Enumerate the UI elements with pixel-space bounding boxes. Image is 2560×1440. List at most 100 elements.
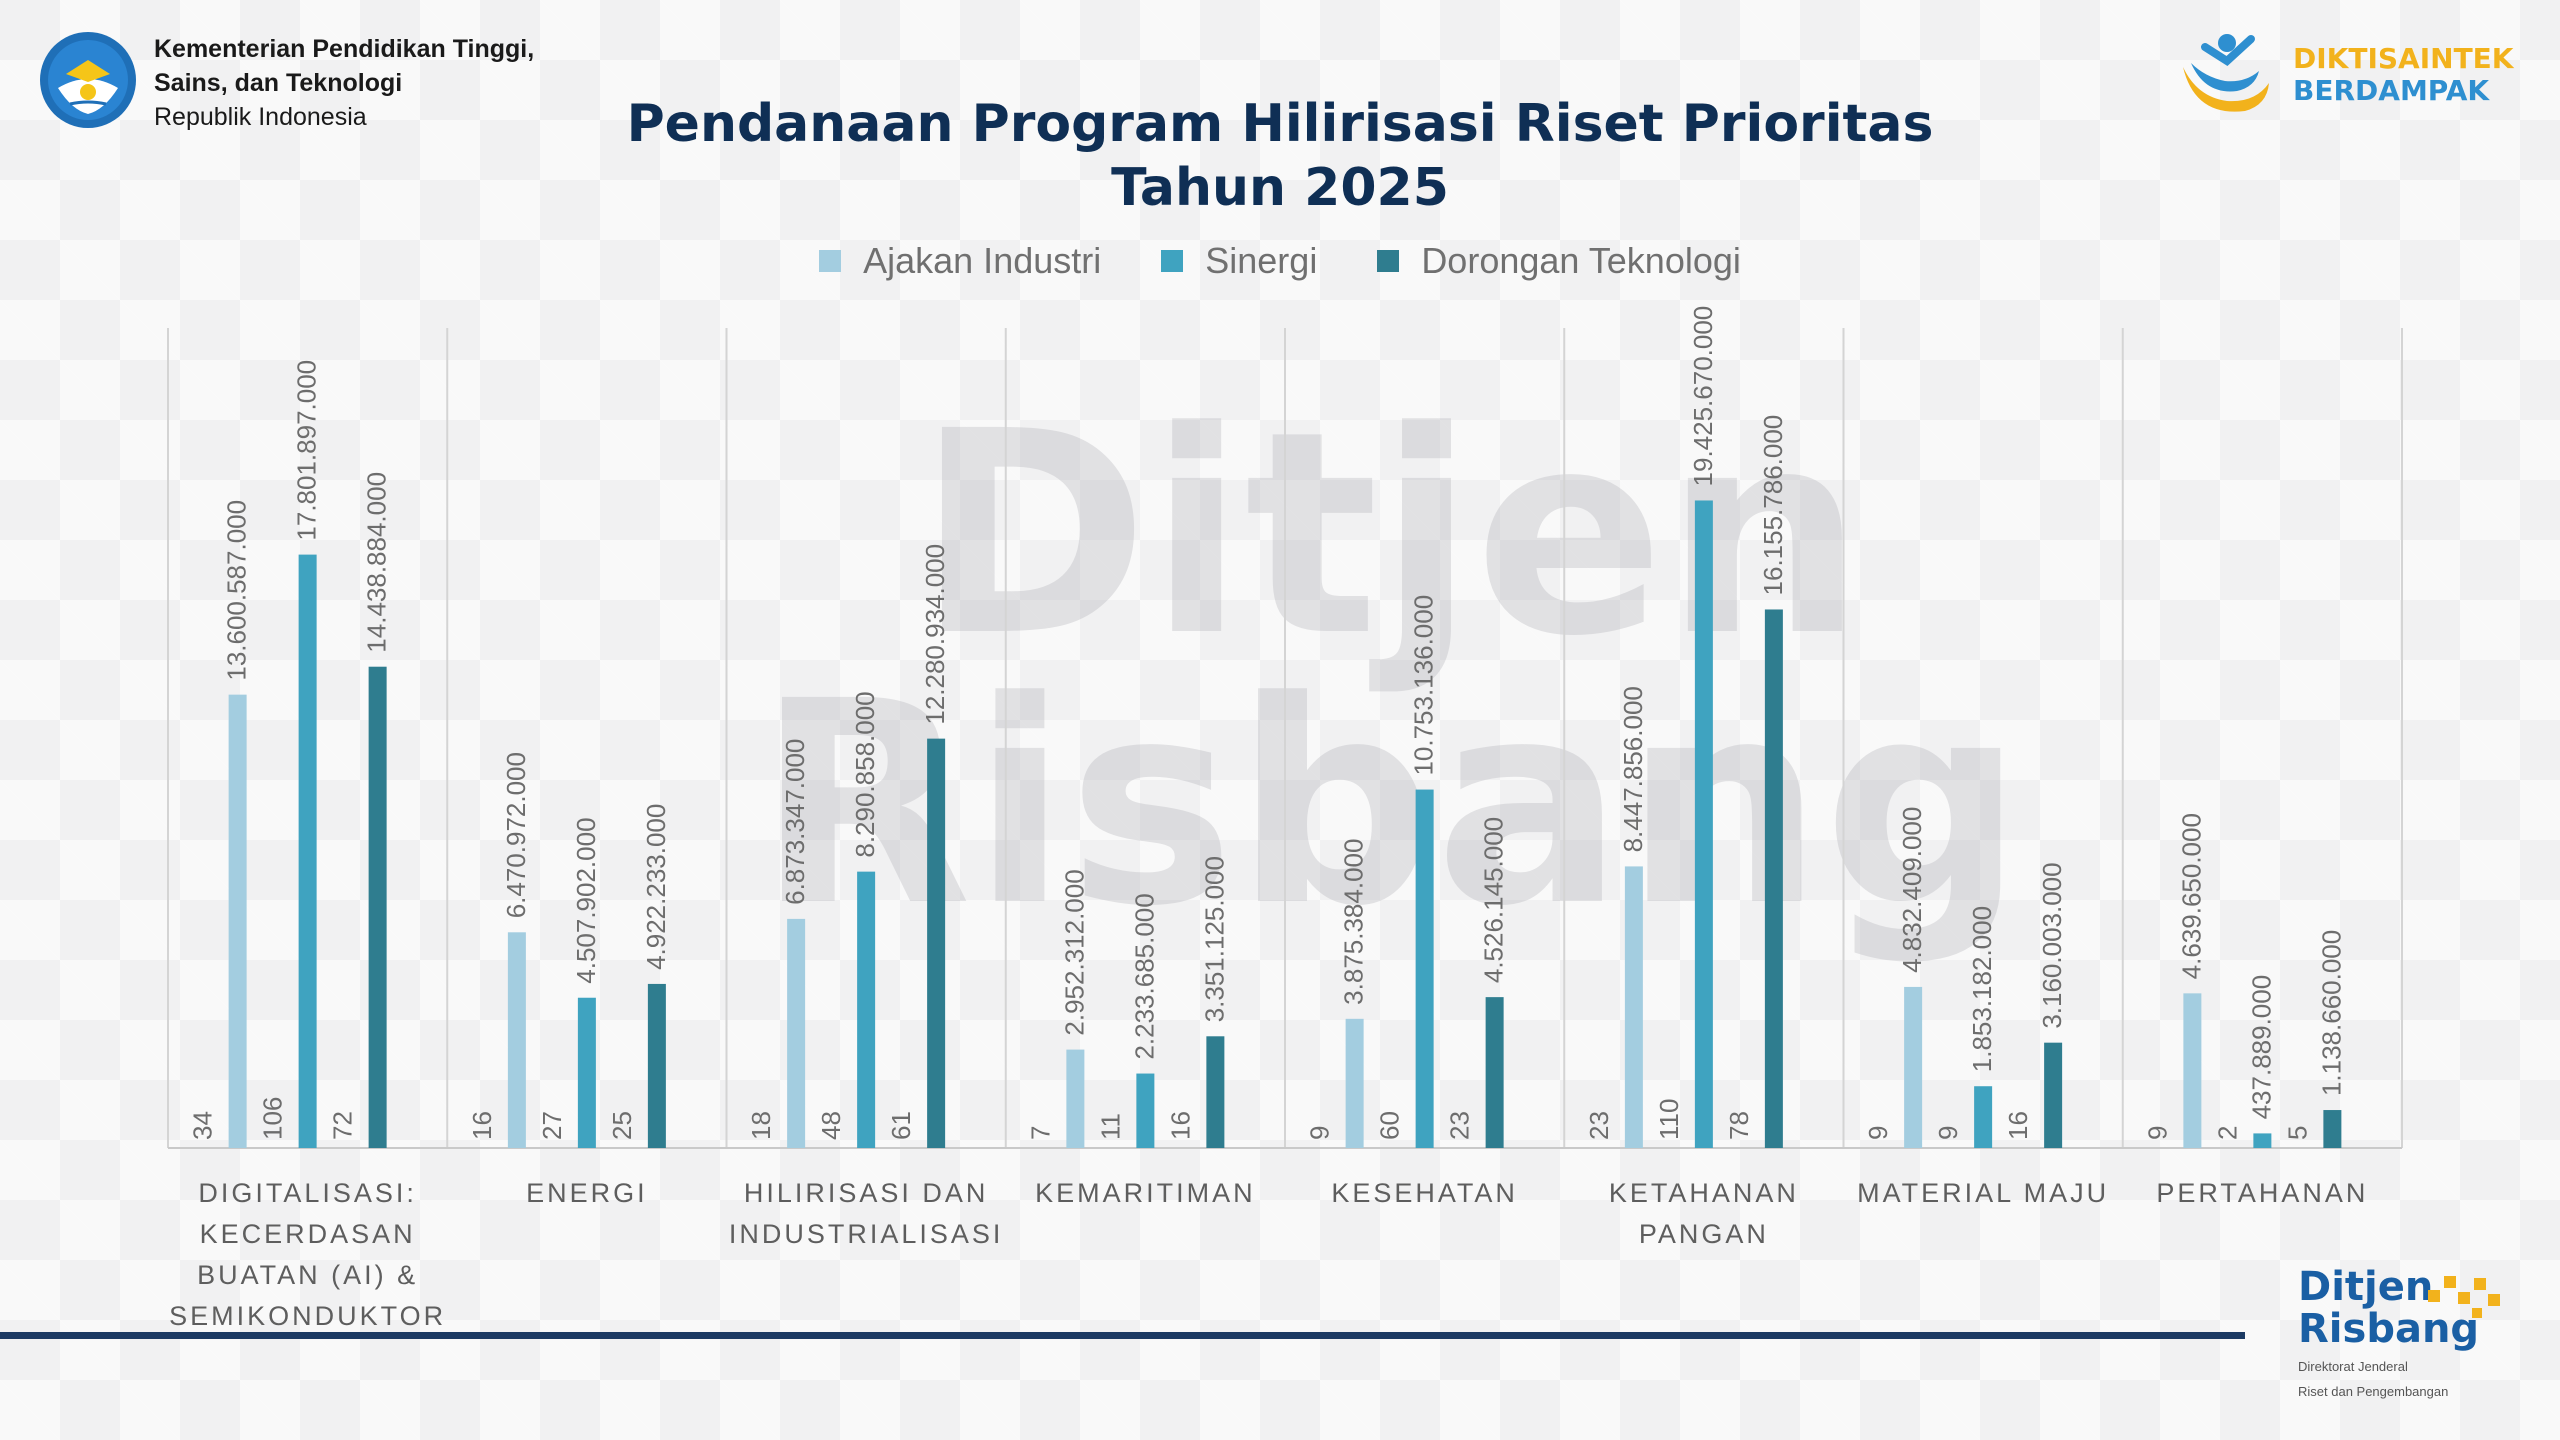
category-label: ENERGI — [526, 1178, 648, 1208]
value-label: 4.922.233.000 — [641, 804, 671, 970]
count-label: 9 — [2142, 1126, 2172, 1140]
count-label: 48 — [816, 1111, 846, 1140]
category-label: HILIRISASI DAN — [744, 1178, 989, 1208]
legend-item-ajakan-industri: Ajakan Industri — [819, 240, 1101, 282]
count-label: 16 — [1165, 1111, 1195, 1140]
count-label: 78 — [1724, 1111, 1754, 1140]
category-label: PANGAN — [1639, 1219, 1769, 1249]
value-label: 13.600.587.000 — [222, 500, 252, 681]
count-label: 18 — [746, 1111, 776, 1140]
bar — [1974, 1086, 1993, 1148]
count-label: 16 — [467, 1111, 497, 1140]
legend-label-dorongan-teknologi: Dorongan Teknologi — [1421, 240, 1741, 281]
bar — [927, 738, 946, 1148]
legend-swatch-sinergi — [1161, 250, 1184, 272]
value-label: 12.280.934.000 — [920, 544, 950, 725]
category-label: MATERIAL MAJU — [1857, 1178, 2109, 1208]
count-label: 72 — [328, 1111, 358, 1140]
ditjen-logo-sub1: Direktorat Jenderal — [2298, 1359, 2408, 1374]
bar — [2323, 1110, 2342, 1148]
count-label: 9 — [1305, 1126, 1335, 1140]
value-label: 437.889.000 — [2246, 975, 2276, 1120]
bar — [2044, 1042, 2063, 1148]
category-label: BUATAN (AI) & — [197, 1260, 418, 1290]
bar — [228, 694, 247, 1148]
ditjen-logo-sub2: Riset dan Pengembangan — [2298, 1384, 2449, 1399]
count-label: 5 — [2282, 1126, 2312, 1140]
bar — [1485, 997, 1504, 1148]
category-label: KECERDASAN — [200, 1219, 416, 1249]
ditjen-logo-line1: Ditjen — [2298, 1264, 2434, 1310]
value-label: 17.801.897.000 — [292, 360, 322, 541]
legend-label-sinergi: Sinergi — [1205, 240, 1318, 281]
legend-swatch-ajakan-industri — [819, 250, 842, 272]
ditjen-risbang-logo: Ditjen Risbang Direktorat Jenderal Riset… — [2298, 1264, 2500, 1400]
legend-item-sinergi: Sinergi — [1161, 240, 1317, 282]
ministry-country: Republik Indonesia — [154, 103, 367, 131]
bar — [857, 871, 876, 1148]
value-label: 1.853.182.000 — [1967, 906, 1997, 1072]
chart-legend: Ajakan Industri Sinergi Dorongan Teknolo… — [0, 240, 2560, 282]
value-label: 4.639.650.000 — [2176, 813, 2206, 979]
bar — [2253, 1133, 2272, 1148]
category-label: KESEHATAN — [1331, 1178, 1518, 1208]
ministry-header: Kementerian Pendidikan Tinggi, Sains, da… — [38, 30, 534, 134]
bar — [1904, 986, 1923, 1148]
value-label: 1.138.660.000 — [2316, 930, 2346, 1096]
brand-line1: DIKTISAINTEK — [2293, 42, 2514, 75]
count-label: 11 — [1095, 1113, 1125, 1140]
value-label: 2.952.312.000 — [1059, 869, 1089, 1035]
value-label: 2.233.685.000 — [1129, 893, 1159, 1059]
value-label: 16.155.786.000 — [1758, 415, 1788, 596]
value-label: 6.873.347.000 — [780, 739, 810, 905]
bar — [1764, 609, 1783, 1148]
count-label: 7 — [1025, 1126, 1055, 1140]
value-label: 3.160.003.000 — [2037, 862, 2067, 1028]
ditjen-logo-line2: Risbang — [2298, 1306, 2480, 1352]
chart-title: Pendanaan Program Hilirisasi Riset Prior… — [600, 92, 1960, 220]
bar — [1694, 500, 1713, 1148]
diktisaintek-brand: DIKTISAINTEK BERDAMPAK — [2175, 25, 2514, 125]
legend-swatch-dorongan-teknologi — [1377, 250, 1400, 272]
category-label: INDUSTRIALISASI — [729, 1219, 1004, 1249]
footer-divider — [0, 1332, 2245, 1339]
count-label: 9 — [1933, 1126, 1963, 1140]
value-label: 10.753.136.000 — [1409, 595, 1439, 776]
value-label: 8.447.856.000 — [1618, 686, 1648, 852]
count-label: 106 — [258, 1097, 288, 1140]
bar — [1624, 866, 1643, 1148]
value-label: 3.351.125.000 — [1199, 856, 1229, 1022]
count-label: 16 — [2003, 1111, 2033, 1140]
value-label: 4.526.145.000 — [1479, 817, 1509, 983]
legend-label-ajakan-industri: Ajakan Industri — [863, 240, 1102, 281]
count-label: 60 — [1375, 1111, 1405, 1140]
value-label: 19.425.670.000 — [1688, 306, 1718, 487]
count-label: 25 — [607, 1111, 637, 1140]
count-label: 2 — [2212, 1126, 2242, 1140]
category-label: DIGITALISASI: — [198, 1178, 417, 1208]
count-label: 9 — [1863, 1126, 1893, 1140]
chart-title-line1: Pendanaan Program Hilirisasi Riset Prior… — [626, 94, 1934, 154]
category-label: PERTAHANAN — [2156, 1178, 2368, 1208]
value-label: 4.832.409.000 — [1897, 807, 1927, 973]
count-label: 34 — [188, 1111, 218, 1140]
bar — [1415, 789, 1434, 1148]
count-label: 110 — [1654, 1099, 1684, 1140]
bar — [507, 932, 526, 1148]
count-label: 61 — [886, 1111, 916, 1140]
count-label: 23 — [1445, 1111, 1475, 1140]
bar — [577, 997, 596, 1148]
legend-item-dorongan-teknologi: Dorongan Teknologi — [1377, 240, 1741, 282]
bar — [298, 554, 317, 1148]
bar — [368, 666, 387, 1148]
bar — [2183, 993, 2202, 1148]
chart-title-line2: Tahun 2025 — [1111, 158, 1449, 218]
ministry-name-line2: Sains, dan Teknologi — [154, 69, 403, 97]
bar — [1345, 1018, 1364, 1148]
value-label: 4.507.902.000 — [571, 817, 601, 983]
category-label: SEMIKONDUKTOR — [169, 1301, 446, 1331]
category-label: KETAHANAN — [1609, 1178, 1799, 1208]
ditjen-dots-icon — [2428, 1276, 2500, 1318]
value-label: 8.290.858.000 — [850, 691, 880, 857]
